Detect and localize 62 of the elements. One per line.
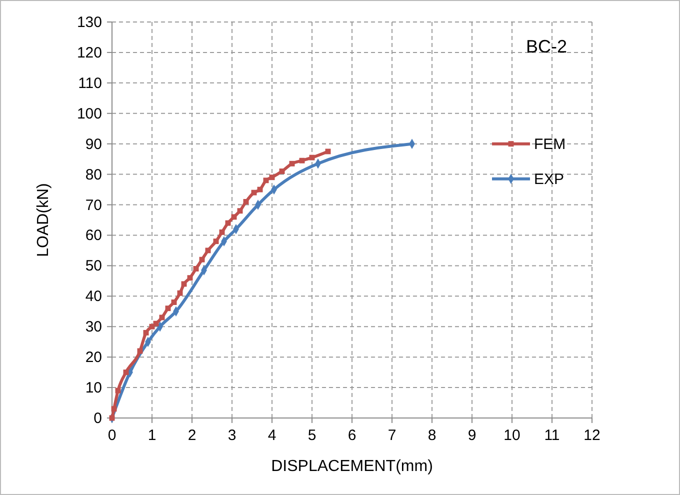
- point: [225, 220, 231, 226]
- point: [143, 330, 149, 336]
- point: [187, 275, 193, 281]
- y-tick-label: 80: [85, 166, 102, 184]
- y-tick-label: 20: [85, 349, 102, 366]
- x-tick-label: 1: [148, 427, 156, 444]
- point: [115, 388, 121, 394]
- point: [263, 178, 269, 184]
- point: [165, 306, 171, 312]
- point: [289, 160, 295, 166]
- point: [111, 406, 117, 412]
- y-tick-label: 90: [85, 136, 102, 153]
- point: [269, 174, 275, 180]
- point: [251, 190, 257, 196]
- legend-label: FEM: [534, 136, 566, 153]
- y-tick-label: 120: [76, 44, 102, 62]
- point: [181, 281, 187, 287]
- y-tick-label: 30: [85, 318, 102, 336]
- y-tick-label: 50: [85, 258, 102, 275]
- y-tick-label: 40: [85, 288, 102, 306]
- x-tick-label: 8: [428, 427, 436, 444]
- y-tick-label: 110: [78, 74, 102, 92]
- x-tick-label: 0: [108, 427, 116, 444]
- point: [219, 229, 225, 235]
- point: [159, 314, 165, 320]
- x-axis-title: DISPLACEMENT(mm): [271, 458, 433, 475]
- x-tick-label: 6: [348, 427, 356, 444]
- point: [193, 266, 199, 272]
- point: [279, 168, 285, 174]
- y-tick-label: 0: [94, 410, 102, 427]
- y-tick-label: 100: [76, 105, 102, 122]
- point: [237, 208, 243, 214]
- point: [153, 320, 159, 326]
- point: [299, 158, 305, 164]
- x-tick-label: 10: [504, 427, 520, 444]
- x-tick-label: 3: [228, 427, 236, 444]
- y-tick-label: 10: [85, 380, 102, 397]
- point: [325, 148, 331, 154]
- point: [213, 238, 219, 244]
- point: [177, 290, 183, 296]
- point: [137, 348, 143, 354]
- point: [243, 198, 249, 204]
- y-axis-title: LOAD(kN): [35, 183, 52, 257]
- text: BC-2: [526, 36, 567, 56]
- x-tick-label: 9: [468, 427, 476, 444]
- x-tick-label: 12: [584, 427, 600, 444]
- point: [123, 370, 129, 376]
- y-tick-label: 130: [76, 14, 102, 31]
- x-tick-label: 4: [268, 427, 276, 444]
- x-tick-label: 2: [188, 427, 196, 444]
- point: [205, 248, 211, 254]
- point: [231, 214, 237, 220]
- x-tick-label: 7: [388, 427, 396, 444]
- point: [171, 300, 177, 305]
- legend-label: EXP: [534, 170, 564, 188]
- y-tick-label: 60: [85, 227, 102, 244]
- x-tick-label: 11: [544, 427, 560, 444]
- point: [309, 154, 315, 160]
- x-tick-label: 5: [308, 427, 316, 444]
- point: [199, 256, 205, 262]
- point: [257, 186, 263, 192]
- y-tick-label: 70: [85, 196, 102, 214]
